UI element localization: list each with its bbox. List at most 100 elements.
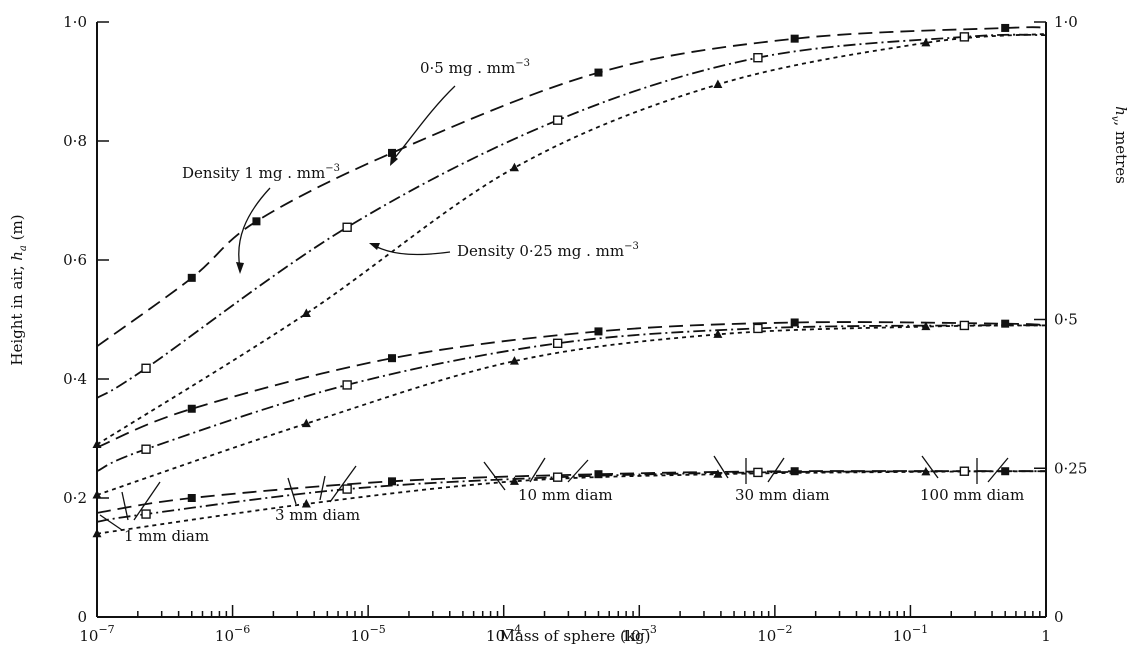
data-point-triangle [509, 476, 519, 485]
data-point-triangle [921, 321, 931, 331]
data-point-open-square [959, 466, 970, 476]
y-tick-label-left: 0·2 [63, 489, 87, 507]
y-tick-label-left: 0·8 [63, 132, 87, 150]
data-point-filled-square [388, 354, 397, 363]
data-point-open-square [552, 472, 563, 482]
data-point-filled-square [594, 68, 603, 77]
y-axis-label-left: Height in air, ha (m) [8, 214, 29, 365]
x-tick-label: 10−4 [486, 623, 521, 645]
data-point-filled-square [594, 470, 603, 479]
x-axis-label: Mass of sphere (kg) [500, 627, 651, 645]
data-point-filled-square [1001, 319, 1010, 328]
data-point-filled-square [388, 477, 397, 486]
data-point-open-square [753, 323, 763, 334]
leader-arrow-density-0-25 [369, 243, 380, 250]
markers [92, 23, 1010, 538]
annotation-100mm: 100 mm diam [920, 486, 1024, 504]
data-point-triangle [509, 356, 519, 365]
x-tick-label: 10−5 [350, 623, 385, 645]
data-point-open-square [959, 32, 970, 42]
data-point-filled-square [187, 404, 196, 413]
leader-3mm-b [319, 475, 326, 501]
data-point-open-square [342, 380, 352, 390]
data-point-open-square [141, 363, 151, 373]
annotation-1mm: 1 mm diam [124, 527, 209, 545]
data-point-filled-square [1001, 467, 1010, 476]
data-point-open-square [753, 53, 763, 63]
data-point-filled-square [187, 494, 196, 502]
titles: Mass of sphere (kg) Height in air, ha (m… [8, 106, 1130, 645]
data-point-filled-square [594, 327, 603, 336]
data-point-open-square [753, 467, 763, 478]
data-point-filled-square [187, 273, 196, 282]
axes: 10−7 10−6 10−5 10−4 10−3 10−2 10−1 100·20·40·60… [63, 13, 1087, 645]
annotation-density-0-5: 0·5 mg . mm−3 [420, 58, 530, 77]
data-point-filled-square [790, 318, 799, 327]
series-line [96, 324, 1047, 496]
data-point-triangle [92, 439, 102, 448]
data-point-triangle [713, 329, 723, 338]
data-point-triangle [921, 37, 931, 47]
leader-1mm-c [133, 481, 161, 521]
data-point-filled-square [388, 148, 397, 157]
leader-100mm-a [921, 455, 939, 479]
x-tick-label: 10−7 [79, 623, 114, 645]
series-line [96, 324, 1047, 473]
leader-arrow-density-0-5 [390, 154, 398, 166]
data-point-open-square [552, 115, 563, 125]
data-point-triangle [713, 79, 723, 88]
leader-density-0-5 [392, 85, 456, 161]
data-point-open-square [141, 509, 151, 519]
y-tick-label-right: 0·5 [1054, 311, 1078, 329]
data-point-triangle [301, 498, 311, 508]
y-tick-label-right: 1·0 [1054, 13, 1078, 31]
leader-1mm-a [99, 514, 123, 531]
x-tick-label: 1 [1041, 627, 1051, 645]
data-point-open-square [342, 484, 352, 494]
series-line [96, 321, 1047, 449]
y-tick-label-right: 0 [1054, 608, 1064, 626]
leader-10mm-b [529, 457, 546, 483]
data-point-filled-square [790, 34, 799, 43]
annotation-density-0-25: Density 0·25 mg . mm−3 [457, 241, 639, 260]
series-line [96, 33, 1047, 399]
data-point-triangle [92, 490, 102, 499]
data-point-filled-square [252, 217, 261, 226]
curves [96, 26, 1047, 535]
x-tick-label: 10−2 [757, 623, 792, 645]
leader-30mm-a [713, 455, 729, 479]
annotation-3mm: 3 mm diam [275, 506, 360, 524]
data-point-open-square [552, 338, 563, 348]
data-point-filled-square [1001, 23, 1010, 32]
data-point-triangle [301, 308, 311, 318]
data-point-triangle [713, 469, 723, 478]
y-tick-label-left: 0·6 [63, 251, 87, 269]
leader-3mm-c [329, 465, 357, 503]
data-point-filled-square [790, 467, 799, 476]
leader-10mm-a [483, 461, 506, 491]
leader-density-1 [238, 187, 271, 269]
y-axis-label-right: hv, metres [1109, 106, 1130, 184]
y-tick-label-right: 0·25 [1054, 459, 1087, 477]
leader-100mm-c [987, 457, 1009, 483]
data-point-triangle [301, 418, 311, 428]
x-tick-label: 10−3 [622, 623, 657, 645]
leader-arrow-density-1 [236, 262, 244, 274]
annotation-density-1: Density 1 mg . mm−3 [182, 163, 340, 182]
leader-density-0-25 [374, 245, 451, 256]
data-point-triangle [509, 162, 519, 172]
series-line [96, 26, 1047, 348]
annotation-30mm: 30 mm diam [735, 486, 830, 504]
x-tick-label: 10−6 [215, 623, 250, 645]
annotation-10mm: 10 mm diam [518, 486, 613, 504]
y-tick-label-left: 0 [77, 608, 87, 626]
leader-30mm-c [767, 457, 785, 483]
annotations: Density 1 mg . mm−3 0·5 mg . mm−3 Densit… [99, 58, 1024, 545]
series-line [96, 33, 1047, 446]
leader-10mm-c [567, 459, 589, 483]
leader-3mm-a [287, 477, 297, 505]
x-tick-label: 10−1 [893, 623, 928, 645]
data-point-open-square [342, 222, 352, 232]
y-tick-label-left: 0·4 [63, 370, 87, 388]
